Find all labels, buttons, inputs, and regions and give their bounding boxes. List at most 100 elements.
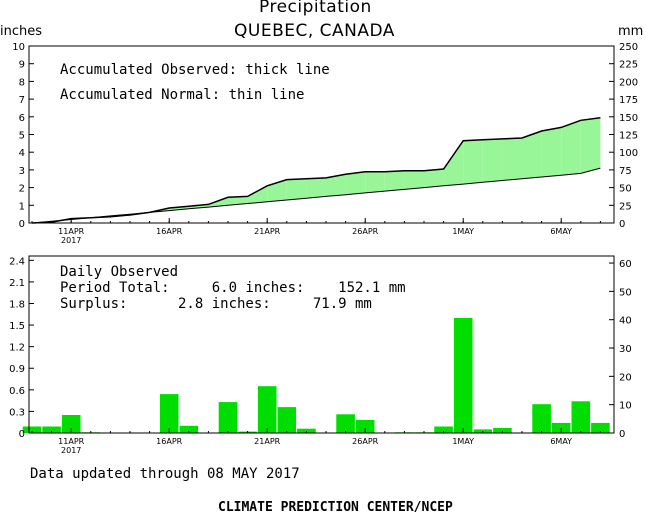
right-tick-label: 60 <box>619 259 632 270</box>
right-tick-label: 150 <box>619 113 638 124</box>
right-tick-label: 40 <box>619 316 632 327</box>
left-tick-label: 0.6 <box>9 386 25 397</box>
legend-normal: Accumulated Normal: thin line <box>60 87 305 103</box>
left-tick-label: 1 <box>19 201 25 212</box>
surplus-fill <box>482 138 503 183</box>
x-tick-label: 1MAY <box>452 227 474 236</box>
left-tick-label: 0 <box>19 429 25 440</box>
surplus-total: Surplus: 2.8 inches: 71.9 mm <box>60 296 372 312</box>
daily-bar <box>218 402 238 433</box>
surplus-fill <box>463 139 483 185</box>
right-tick-label: 75 <box>619 166 632 177</box>
daily-bar <box>159 394 179 433</box>
left-tick-label: 9 <box>19 60 25 71</box>
left-tick-label: 1.8 <box>9 299 25 310</box>
daily-bar <box>42 426 61 433</box>
surplus-fill <box>443 140 464 186</box>
left-tick-label: 5 <box>19 131 25 142</box>
left-tick-label: 2.4 <box>9 256 25 267</box>
x-tick-label: 21APR <box>254 437 280 446</box>
right-tick-label: 50 <box>619 184 632 195</box>
x-tick-label: 11APR <box>58 227 84 236</box>
surplus-fill <box>247 185 268 204</box>
daily-bar <box>551 422 571 433</box>
right-tick-label: 100 <box>619 148 638 159</box>
right-tick-label: 0 <box>619 219 625 230</box>
surplus-fill <box>404 170 424 190</box>
surplus-fill <box>541 127 562 177</box>
left-tick-label: 0 <box>19 219 25 230</box>
daily-bar <box>532 404 551 433</box>
left-tick-label: 2.1 <box>9 278 25 289</box>
year-label: 2017 <box>61 446 81 455</box>
right-tick-label: 250 <box>619 42 638 53</box>
right-tick-label: 175 <box>619 95 638 106</box>
left-tick-label: 3 <box>19 166 25 177</box>
right-tick-label: 25 <box>619 201 632 212</box>
surplus-fill <box>306 177 326 199</box>
surplus-fill <box>522 131 542 179</box>
daily-bar <box>61 415 81 433</box>
daily-bar <box>453 317 473 433</box>
surplus-fill <box>580 117 601 174</box>
year-label: 2017 <box>61 236 81 245</box>
accumulated-panel: 0123456789100255075100125150175200225250… <box>12 42 638 245</box>
x-tick-label: 6MAY <box>550 227 572 236</box>
surplus-fill <box>384 170 405 192</box>
daily-bar <box>257 386 277 433</box>
x-tick-label: 11APR <box>58 437 84 446</box>
daily-bar <box>277 407 297 433</box>
daily-bar <box>571 401 591 433</box>
chart-title: Precipitation <box>259 0 372 17</box>
daily-bar <box>355 420 375 433</box>
surplus-fill <box>286 178 307 200</box>
x-tick-label: 6MAY <box>550 437 572 446</box>
left-unit-label: inches <box>0 24 43 39</box>
daily-bar <box>493 428 512 433</box>
daily-heading: Daily Observed <box>60 264 179 280</box>
left-tick-label: 1.5 <box>9 321 25 332</box>
right-tick-label: 225 <box>619 60 638 71</box>
daily-bar <box>297 428 316 433</box>
credit-line: CLIMATE PREDICTION CENTER/NCEP <box>218 500 453 515</box>
left-tick-label: 4 <box>19 148 25 159</box>
daily-bar <box>434 426 453 433</box>
left-tick-label: 10 <box>12 42 25 53</box>
left-tick-label: 0.3 <box>9 407 25 418</box>
surplus-fill <box>365 171 385 193</box>
left-tick-label: 7 <box>19 95 25 106</box>
legend-observed: Accumulated Observed: thick line <box>60 62 330 78</box>
right-tick-label: 50 <box>619 287 632 298</box>
right-tick-label: 125 <box>619 131 638 142</box>
left-tick-label: 0.9 <box>9 364 25 375</box>
x-tick-label: 26APR <box>352 227 378 236</box>
left-tick-label: 2 <box>19 184 25 195</box>
surplus-fill <box>228 196 248 206</box>
surplus-fill <box>326 174 346 197</box>
right-unit-label: mm <box>618 24 644 39</box>
data-updated-note: Data updated through 08 MAY 2017 <box>30 466 300 482</box>
daily-bar <box>179 425 199 433</box>
daily-bar <box>591 422 610 433</box>
daily-panel: 0 0.3 0.6 0.9 1.2 1.5 1.8 2.1 2.4 0 10 20 30 40 50 60 11… <box>9 255 632 455</box>
normal-line <box>31 167 601 224</box>
right-tick-label: 20 <box>619 372 632 383</box>
x-tick-label: 16APR <box>156 227 182 236</box>
x-tick-label: 16APR <box>156 437 182 446</box>
surplus-fill <box>561 120 581 176</box>
left-tick-label: 8 <box>19 77 25 88</box>
chart-subtitle: QUEBEC, CANADA <box>234 21 395 41</box>
observed-line <box>31 116 601 224</box>
surplus-fill <box>502 138 522 181</box>
surplus-fill <box>267 179 287 202</box>
daily-bar <box>22 426 42 433</box>
left-tick-label: 6 <box>19 113 25 124</box>
right-tick-label: 0 <box>619 429 625 440</box>
right-tick-label: 10 <box>619 401 632 412</box>
surplus-fill <box>345 171 366 195</box>
right-tick-label: 200 <box>619 77 638 88</box>
period-total: Period Total: 6.0 inches: 152.1 mm <box>60 280 406 296</box>
x-tick-label: 26APR <box>352 437 378 446</box>
x-tick-label: 21APR <box>254 227 280 236</box>
